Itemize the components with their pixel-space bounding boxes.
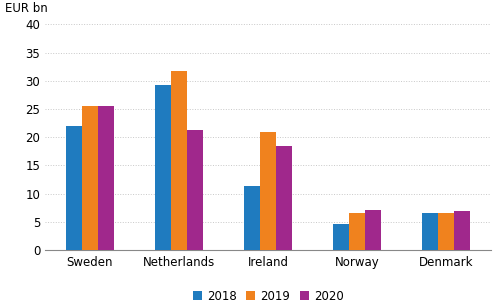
Legend: 2018, 2019, 2020: 2018, 2019, 2020 bbox=[193, 290, 343, 303]
Bar bbox=[365, 210, 381, 250]
Bar bbox=[66, 126, 82, 250]
Bar bbox=[276, 146, 292, 250]
Bar bbox=[171, 71, 187, 250]
Bar bbox=[155, 85, 171, 250]
Bar bbox=[349, 214, 365, 250]
Bar bbox=[438, 214, 454, 250]
Bar bbox=[187, 130, 203, 250]
Bar bbox=[454, 211, 470, 250]
Bar bbox=[333, 224, 349, 250]
Bar bbox=[244, 186, 260, 250]
Bar bbox=[260, 131, 276, 250]
Bar bbox=[422, 214, 438, 250]
Bar bbox=[82, 106, 98, 250]
Bar bbox=[98, 106, 114, 250]
Text: EUR bn: EUR bn bbox=[5, 2, 48, 15]
